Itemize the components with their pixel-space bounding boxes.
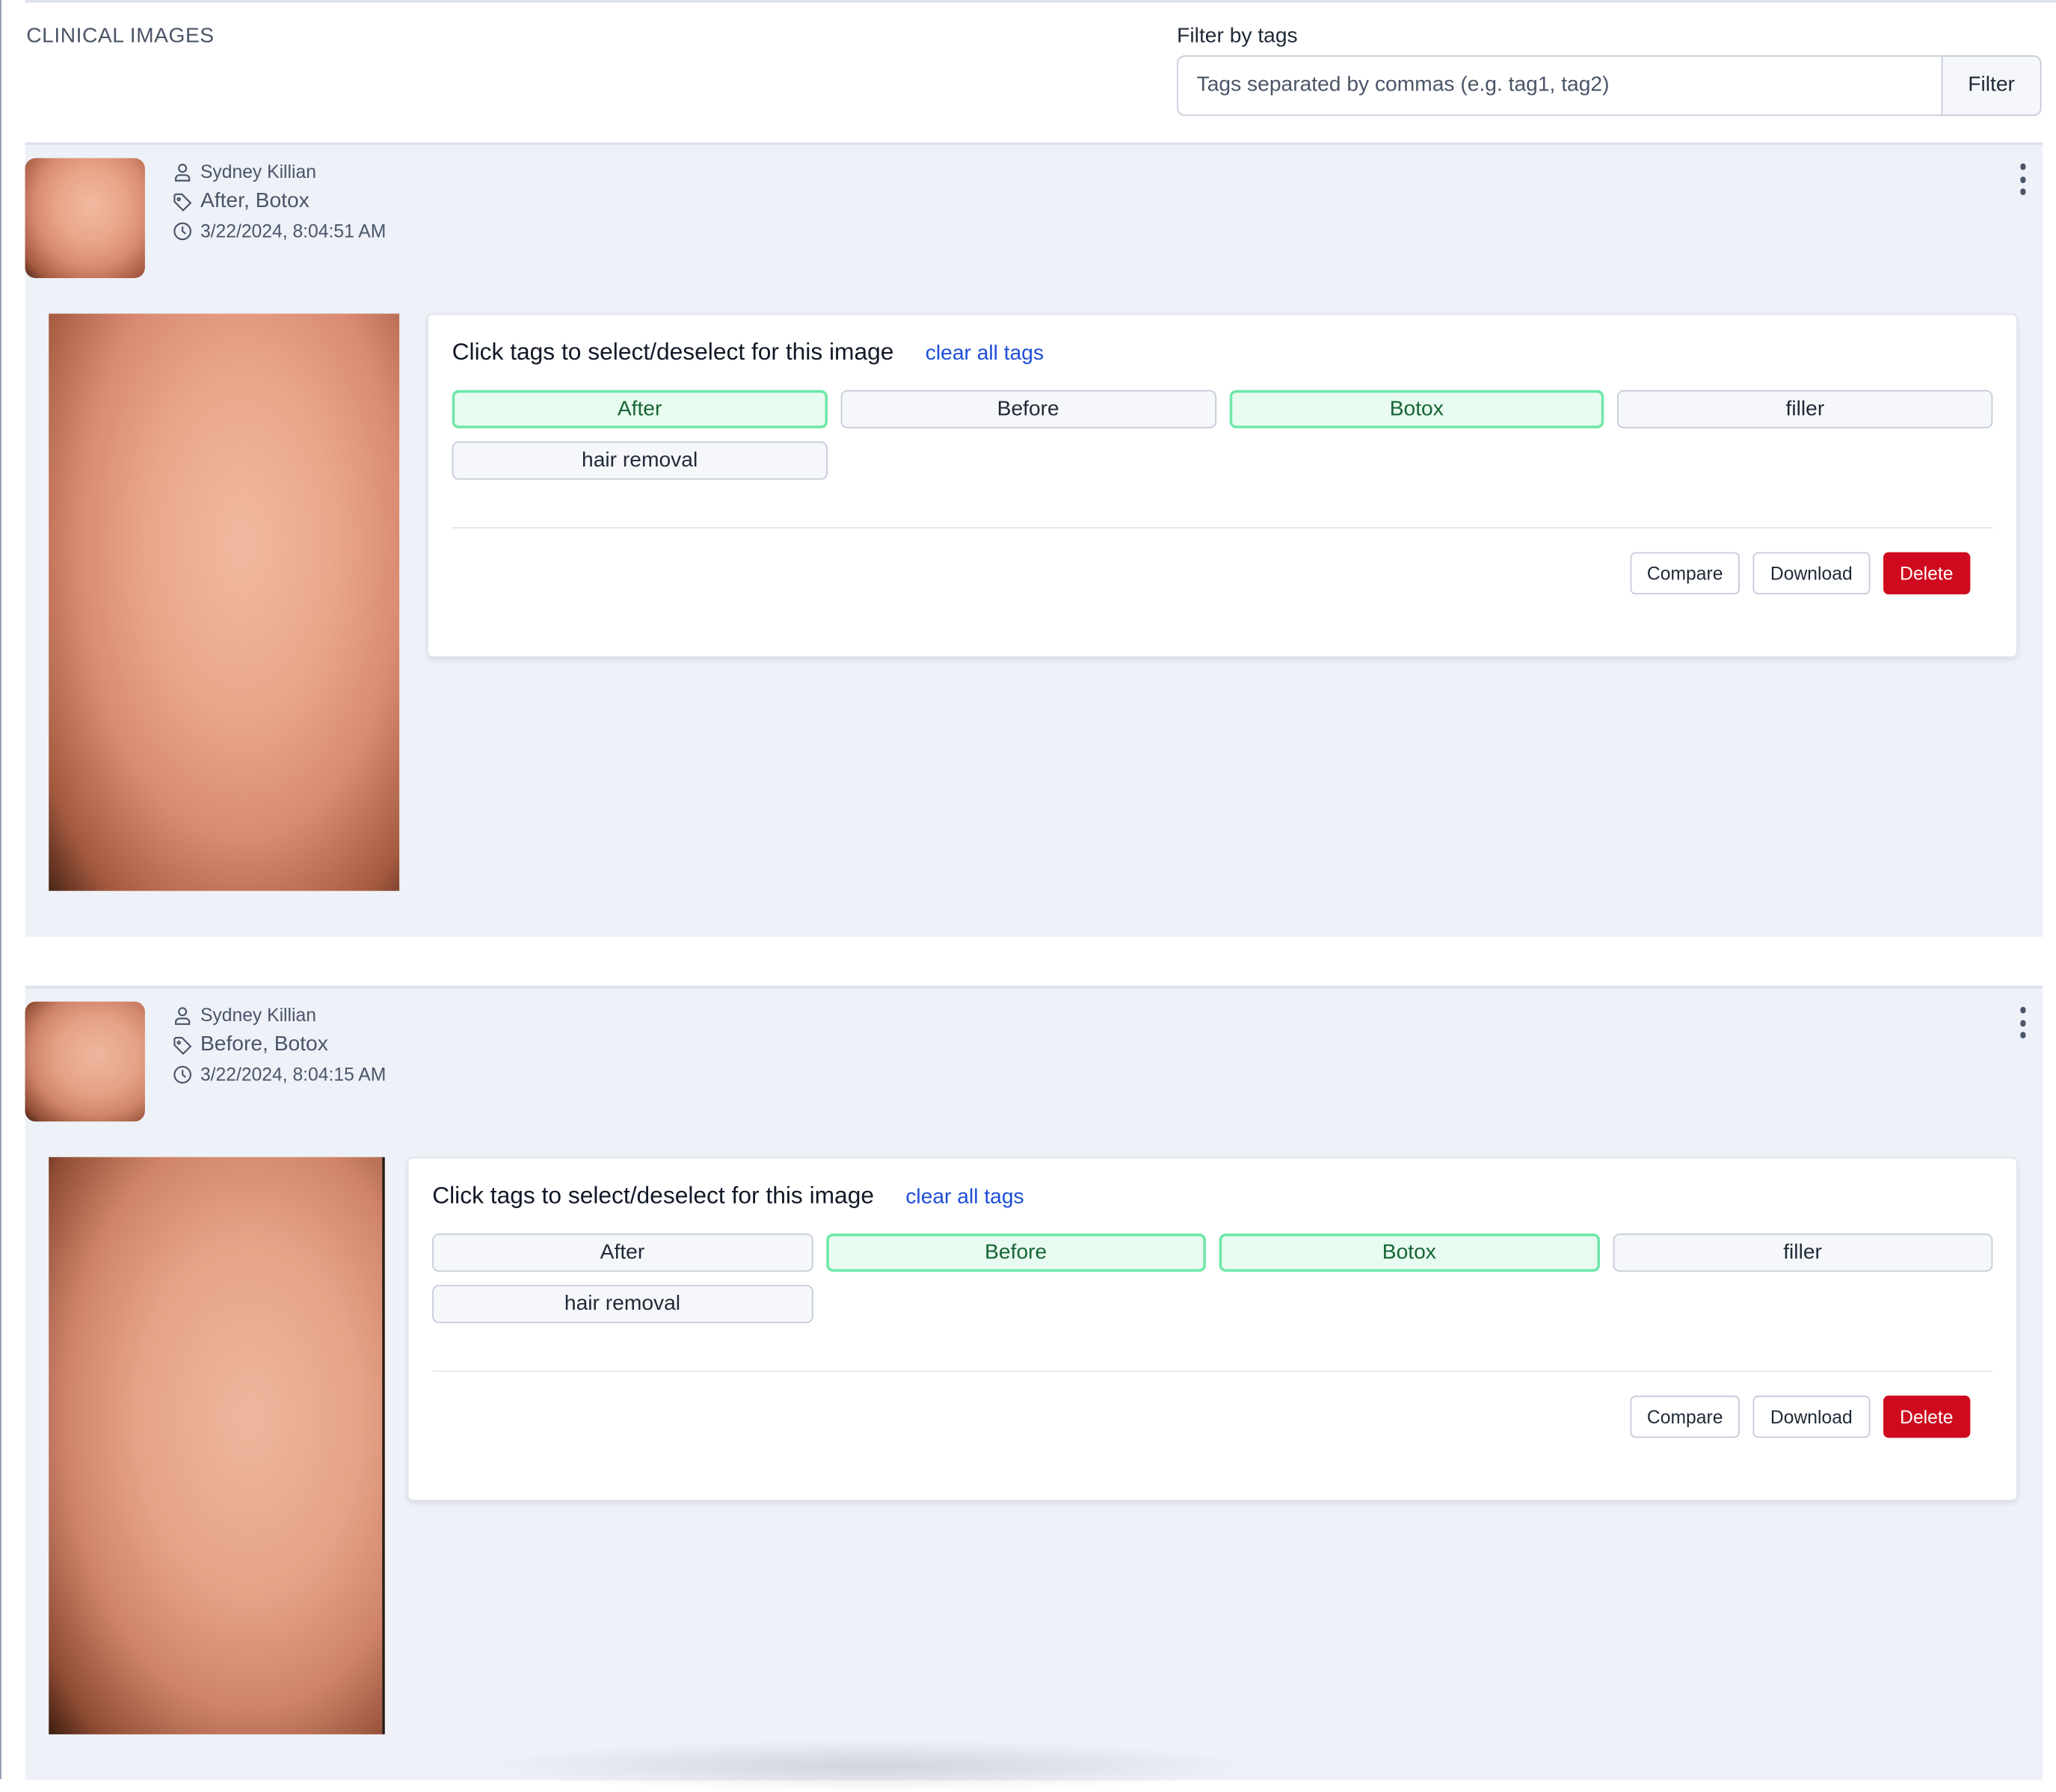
tag-toggle-botox[interactable]: Botox (1219, 1233, 1600, 1272)
tag-toggle-filler[interactable]: filler (1612, 1233, 1993, 1272)
image-card: Sydney Killian After, Botox 3/22/2024, 8… (25, 142, 2043, 937)
tag-icon (173, 192, 192, 211)
timestamp: 3/22/2024, 8:04:51 AM (173, 220, 386, 241)
image-thumbnail[interactable] (25, 1001, 145, 1122)
floating-shadow (474, 1739, 1266, 1792)
tag-panel-title: Click tags to select/deselect for this i… (452, 339, 894, 366)
divider (432, 1370, 1993, 1373)
filter-label: Filter by tags (1177, 25, 1298, 48)
tag-toggle-before[interactable]: Before (840, 390, 1216, 428)
tag-toggle-before[interactable]: Before (825, 1233, 1206, 1272)
tag-icon (173, 1036, 192, 1055)
tag-list: After Before Botox filler hair removal (432, 1233, 1993, 1370)
clear-all-tags-link[interactable]: clear all tags (905, 1186, 1024, 1209)
tag-panel: Click tags to select/deselect for this i… (427, 313, 2018, 658)
tag-toggle-after[interactable]: After (432, 1233, 813, 1272)
clock-icon (173, 1065, 191, 1083)
tags-summary: Before, Botox (173, 1033, 328, 1057)
top-divider (25, 0, 2056, 3)
filter-tags-input[interactable] (1177, 55, 1942, 117)
download-button[interactable]: Download (1752, 552, 1870, 595)
tag-toggle-hair-removal[interactable]: hair removal (432, 1284, 813, 1323)
tag-toggle-hair-removal[interactable]: hair removal (452, 441, 828, 480)
tag-toggle-after[interactable]: After (452, 390, 828, 428)
user-icon (174, 1006, 191, 1024)
tag-panel-title: Click tags to select/deselect for this i… (432, 1182, 875, 1209)
patient-name: Sydney Killian (173, 161, 316, 182)
delete-button[interactable]: Delete (1883, 1395, 1971, 1438)
compare-button[interactable]: Compare (1630, 552, 1740, 595)
clock-icon (173, 221, 191, 240)
image-card: Sydney Killian Before, Botox 3/22/2024, … (25, 985, 2043, 1781)
user-icon (174, 163, 191, 181)
tag-list: After Before Botox filler hair removal (452, 390, 1993, 527)
tag-panel: Click tags to select/deselect for this i… (407, 1157, 2018, 1501)
tag-toggle-botox[interactable]: Botox (1228, 390, 1604, 428)
clear-all-tags-link[interactable]: clear all tags (925, 342, 1044, 366)
compare-button[interactable]: Compare (1630, 1395, 1740, 1438)
filter-button[interactable]: Filter (1941, 55, 2042, 117)
timestamp: 3/22/2024, 8:04:15 AM (173, 1064, 386, 1085)
tags-summary: After, Botox (173, 190, 310, 214)
patient-name: Sydney Killian (173, 1004, 316, 1025)
download-button[interactable]: Download (1752, 1395, 1870, 1438)
clinical-photo[interactable] (49, 1157, 385, 1734)
kebab-menu-icon[interactable] (2015, 163, 2031, 195)
kebab-menu-icon[interactable] (2015, 1006, 2031, 1039)
divider (452, 527, 1993, 529)
image-thumbnail[interactable] (25, 158, 145, 278)
left-border (0, 0, 1, 1779)
page-title: CLINICAL IMAGES (26, 25, 215, 48)
tag-toggle-filler[interactable]: filler (1617, 390, 1993, 428)
clinical-photo[interactable] (49, 313, 400, 891)
delete-button[interactable]: Delete (1883, 552, 1971, 595)
